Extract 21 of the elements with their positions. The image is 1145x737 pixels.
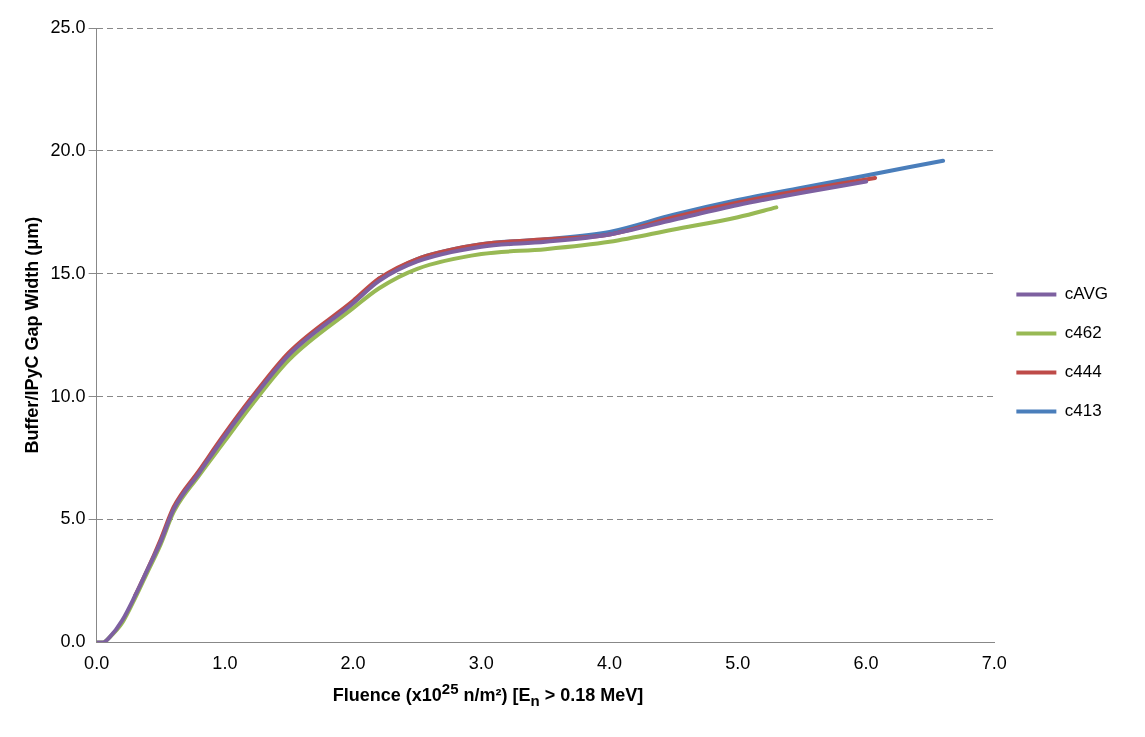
y-tick-label: 25.0 bbox=[50, 16, 86, 37]
legend-label: c462 bbox=[1064, 323, 1102, 343]
y-tick-label: 20.0 bbox=[50, 139, 86, 160]
legend-label: c444 bbox=[1064, 362, 1102, 382]
x-tick-label: 5.0 bbox=[725, 653, 751, 674]
x-axis-title: Fluence (x10$^{25}$ n/m²) [E$_{n}$ > 0.18 MeV] bbox=[331, 680, 645, 709]
x-tick-label: 2.0 bbox=[340, 653, 366, 674]
y-tick-label: 15.0 bbox=[50, 262, 86, 283]
legend-label: c413 bbox=[1064, 401, 1102, 421]
x-tick-label: 6.0 bbox=[853, 653, 879, 674]
y-tick-label: 0.0 bbox=[60, 631, 86, 652]
x-tick-label: 7.0 bbox=[981, 653, 1007, 674]
x-tick-label: 1.0 bbox=[212, 653, 238, 674]
x-tick-label: 4.0 bbox=[597, 653, 623, 674]
y-axis-title: Buffer/IPyC Gap Width (μm) bbox=[21, 216, 42, 454]
y-tick-label: 5.0 bbox=[60, 508, 86, 529]
x-tick-label: 3.0 bbox=[468, 653, 494, 674]
x-tick-label: 0.0 bbox=[84, 653, 110, 674]
legend-label: cAVG bbox=[1064, 284, 1108, 304]
y-tick-label: 10.0 bbox=[50, 385, 86, 406]
line-series bbox=[96, 179, 869, 643]
